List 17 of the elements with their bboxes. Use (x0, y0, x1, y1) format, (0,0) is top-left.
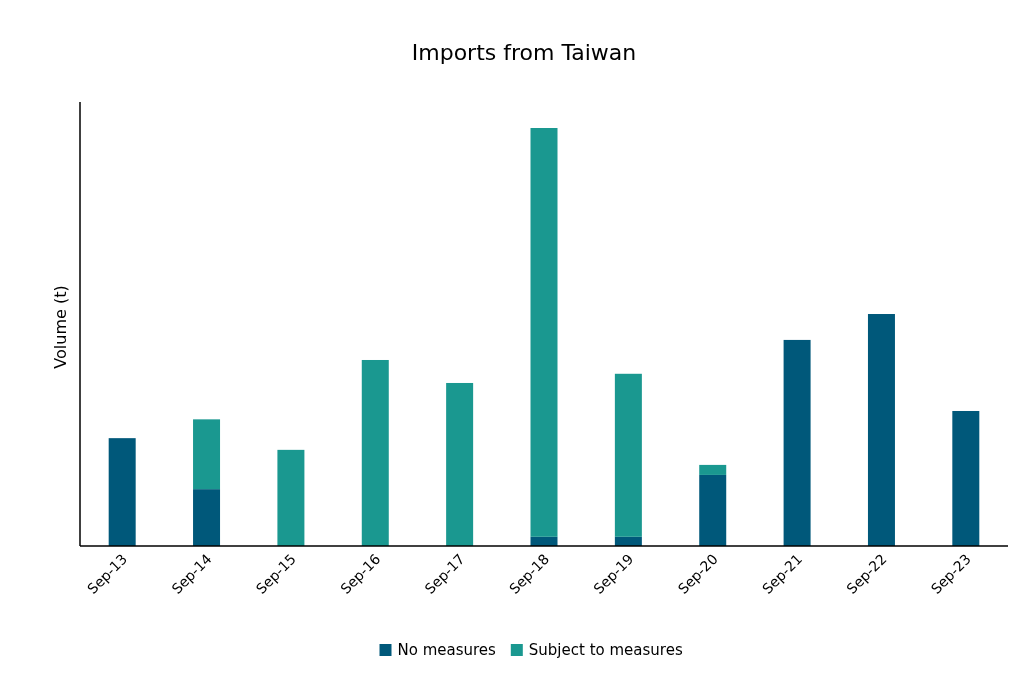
bar (614, 373, 642, 537)
y-axis-title: Volume (t) (51, 285, 70, 369)
bar (446, 382, 474, 546)
bar (952, 410, 980, 546)
legend-label: Subject to measures (528, 641, 683, 659)
bar (699, 464, 727, 475)
bar (108, 438, 136, 546)
bar (783, 339, 811, 546)
bar (193, 419, 221, 490)
bar (530, 128, 558, 537)
bar (193, 489, 221, 546)
bar (361, 359, 389, 546)
bar (867, 314, 895, 546)
bar (699, 474, 727, 546)
chart-title: Imports from Taiwan (411, 40, 637, 65)
bar (277, 449, 305, 546)
legend-label: No measures (397, 641, 497, 659)
